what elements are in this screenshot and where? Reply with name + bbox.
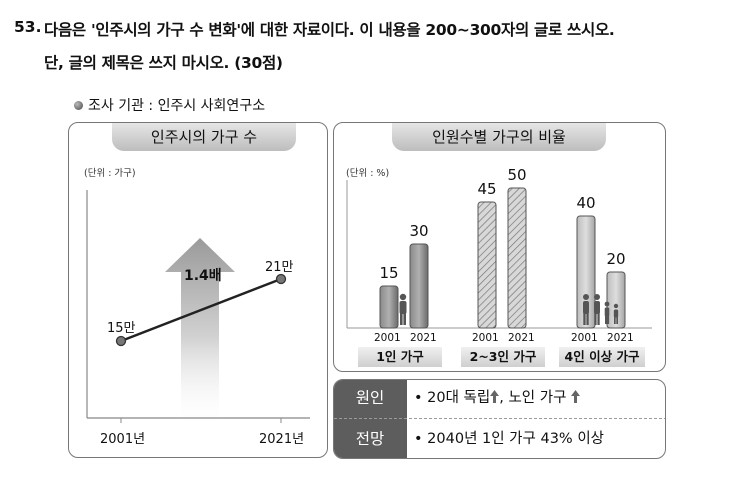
households-chart-title: 인주시의 가구 수: [112, 123, 296, 151]
bar-year-label: 2021: [410, 332, 437, 344]
ratio-chart-panel: [333, 122, 666, 372]
question-line-2: 단, 글의 제목은 쓰지 마시오. (30점): [44, 54, 283, 72]
bar-year-label: 2021: [508, 332, 535, 344]
bar-year-label: 2021: [607, 332, 634, 344]
x-tick-2001: 2001년: [100, 432, 146, 447]
summary-table: [333, 379, 666, 459]
bar-value-label: 15: [379, 264, 399, 282]
question-number: 53.: [14, 18, 42, 36]
category-label-single: 1인 가구: [358, 347, 442, 367]
source-line: 조사 기관 : 인주시 사회연구소: [74, 95, 265, 115]
growth-label: 1.4배: [184, 268, 222, 284]
outlook-text: • 2040년 1인 가구 43% 이상: [414, 431, 604, 447]
bar-year-label: 2001: [374, 332, 401, 344]
outlook-row: 전망 • 2040년 1인 가구 43% 이상: [334, 419, 665, 461]
outlook-header: 전망: [355, 430, 385, 448]
households-chart-unit: (단위 : 가구): [84, 168, 136, 179]
bar-year-label: 2001: [472, 332, 499, 344]
category-label-large-family: 4인 이상 가구: [559, 347, 645, 367]
ratio-chart-unit: (단위 : %): [346, 168, 390, 179]
bar-value-label: 50: [507, 166, 527, 184]
bullet-icon: [74, 100, 83, 110]
bar-value-label: 40: [576, 194, 596, 212]
source-text: 조사 기관 : 인주시 사회연구소: [88, 98, 266, 114]
cause-text: • 20대 독립 , 노인 가구: [414, 379, 581, 417]
value-label-2001: 15만: [107, 321, 136, 336]
bar-value-label: 45: [477, 180, 497, 198]
x-tick-2021: 2021년: [259, 432, 305, 447]
category-label-small-family: 2~3인 가구: [461, 347, 545, 367]
bar-year-label: 2001: [571, 332, 598, 344]
ratio-chart-title: 인원수별 가구의 비율: [392, 123, 606, 151]
increase-arrow-icon: [571, 390, 581, 403]
question-line-1: 다음은 '인주시의 가구 수 변화'에 대한 자료이다. 이 내용을 200~3…: [44, 21, 615, 39]
cause-row: 원인 • 20대 독립 , 노인 가구: [334, 379, 665, 421]
cause-header: 원인: [355, 389, 385, 407]
value-label-2021: 21만: [265, 260, 294, 275]
cause-text-1: • 20대 독립: [414, 390, 491, 406]
bar-value-label: 30: [409, 222, 429, 240]
increase-arrow-icon: [490, 390, 500, 403]
bar-value-label: 20: [606, 250, 626, 268]
cause-text-2: , 노인 가구: [499, 390, 567, 406]
